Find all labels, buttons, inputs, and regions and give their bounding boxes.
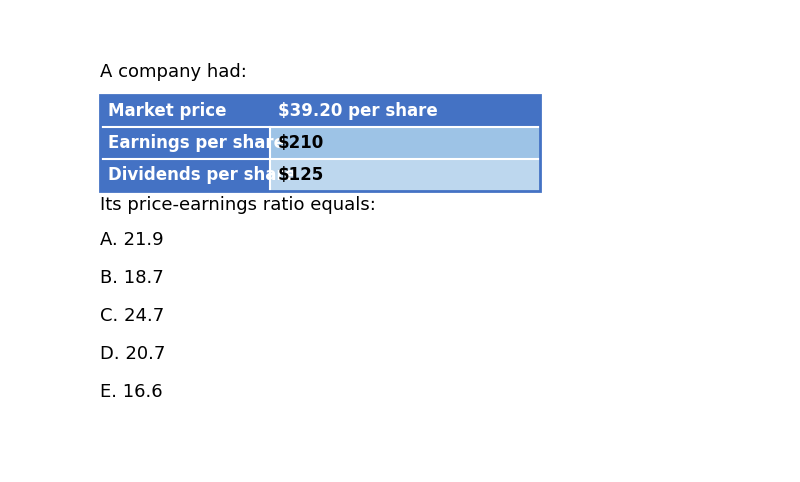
Text: E. 16.6: E. 16.6	[100, 383, 162, 401]
Text: $125: $125	[278, 166, 324, 184]
Bar	[100, 95, 270, 127]
Text: A company had:: A company had:	[100, 63, 247, 81]
Bar	[100, 95, 540, 191]
Text: Market price: Market price	[108, 102, 226, 120]
Bar	[270, 95, 540, 127]
Bar	[100, 127, 270, 159]
Text: D. 20.7: D. 20.7	[100, 345, 166, 363]
Text: A. 21.9: A. 21.9	[100, 231, 164, 249]
Text: $210: $210	[278, 134, 324, 152]
Text: Its price-earnings ratio equals:: Its price-earnings ratio equals:	[100, 196, 376, 214]
Bar	[270, 159, 540, 191]
Text: $39.20 per share: $39.20 per share	[278, 102, 438, 120]
Bar	[100, 159, 270, 191]
Text: Dividends per share: Dividends per share	[108, 166, 296, 184]
Text: B. 18.7: B. 18.7	[100, 269, 164, 287]
Bar	[270, 127, 540, 159]
Text: C. 24.7: C. 24.7	[100, 307, 164, 325]
Text: Earnings per share: Earnings per share	[108, 134, 285, 152]
